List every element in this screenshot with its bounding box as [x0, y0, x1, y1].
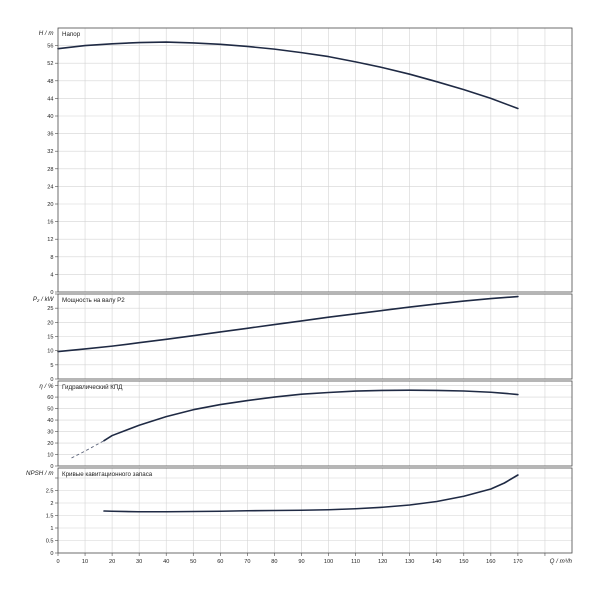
frame-layer [55, 27, 573, 556]
y-tick-label: 40 [47, 418, 53, 424]
x-tick-label: 100 [324, 559, 333, 565]
x-axis-label: Q / m³/h [550, 558, 573, 565]
x-tick-label: 130 [405, 559, 414, 565]
panel-frame-npsh [57, 467, 573, 554]
panel-title-efficiency: Гидравлический КПД [62, 384, 123, 391]
x-tick-label: 140 [432, 559, 441, 565]
x-tick-label: 110 [351, 559, 360, 565]
y-tick-label: 15 [47, 335, 53, 341]
y-tick-label: 36 [47, 132, 53, 138]
panel-title-power: Мощность на валу P2 [62, 297, 125, 304]
curve-head [57, 41, 519, 110]
y-tick-label: 8 [50, 255, 53, 261]
y-tick-label: 44 [47, 96, 53, 102]
x-tick-label: 80 [271, 559, 277, 565]
y-tick-label: 52 [47, 61, 53, 67]
y-axis-label-efficiency: η / % [39, 383, 54, 390]
y-tick-label: 5 [50, 363, 53, 369]
y-tick-label: 40 [47, 114, 53, 120]
y-tick-label: 0.5 [46, 539, 54, 545]
y-tick-label: 24 [47, 184, 53, 190]
y-tick-label: 28 [47, 167, 53, 173]
panel-frame-head [57, 27, 573, 293]
y-tick-label: 30 [47, 430, 53, 436]
y-tick-label: 2.5 [46, 489, 54, 495]
x-tick-label: 30 [136, 559, 142, 565]
grid-layer [58, 28, 572, 553]
y-tick-label: 1 [50, 526, 53, 532]
curves-layer [57, 41, 519, 513]
y-tick-label: 2 [50, 501, 53, 507]
x-tick-label: 90 [298, 559, 304, 565]
y-axis-label-power: P₂ / kW [33, 296, 55, 303]
panel-frame-efficiency [57, 380, 573, 467]
x-tick-label: 20 [109, 559, 115, 565]
x-tick-label: 40 [163, 559, 169, 565]
y-tick-label: 10 [47, 453, 53, 459]
y-tick-label: 20 [47, 202, 53, 208]
x-tick-label: 150 [459, 559, 468, 565]
x-tick-label: 160 [486, 559, 495, 565]
panel-frame-power [57, 293, 573, 380]
y-tick-label: 0 [50, 551, 53, 557]
x-tick-label: 10 [82, 559, 88, 565]
curve-efficiency [103, 389, 519, 442]
y-tick-label: 10 [47, 349, 53, 355]
y-tick-label: 56 [47, 44, 53, 50]
x-tick-label: 170 [513, 559, 522, 565]
y-axis-label-npsh: NPSH / m [26, 470, 54, 477]
y-axis-label-head: H / m [39, 30, 54, 37]
y-tick-label: 32 [47, 149, 53, 155]
x-tick-label: 120 [378, 559, 387, 565]
y-tick-label: 60 [47, 395, 53, 401]
y-tick-label: 4 [50, 272, 53, 278]
y-tick-label: 16 [47, 220, 53, 226]
y-tick-label: 50 [47, 407, 53, 413]
x-tick-label: 50 [190, 559, 196, 565]
y-tick-label: 25 [47, 306, 53, 312]
x-tick-label: 70 [244, 559, 250, 565]
y-tick-label: 0 [50, 290, 53, 296]
panel-title-npsh: Кривые кавитационного запаса [62, 471, 153, 478]
y-tick-label: 0 [50, 464, 53, 470]
x-tick-label: 0 [56, 559, 59, 565]
y-tick-label: 12 [47, 237, 53, 243]
y-tick-label: 1.5 [46, 514, 54, 520]
panel-title-head: Напор [62, 31, 81, 38]
y-tick-label: 48 [47, 79, 53, 85]
curve-power [57, 295, 519, 353]
y-tick-label: 20 [47, 441, 53, 447]
curve-npsh [103, 474, 519, 513]
x-tick-label: 60 [217, 559, 223, 565]
curve-efficiency-dashed [71, 440, 105, 459]
y-tick-label: 0 [50, 377, 53, 383]
y-tick-label: 20 [47, 320, 53, 326]
